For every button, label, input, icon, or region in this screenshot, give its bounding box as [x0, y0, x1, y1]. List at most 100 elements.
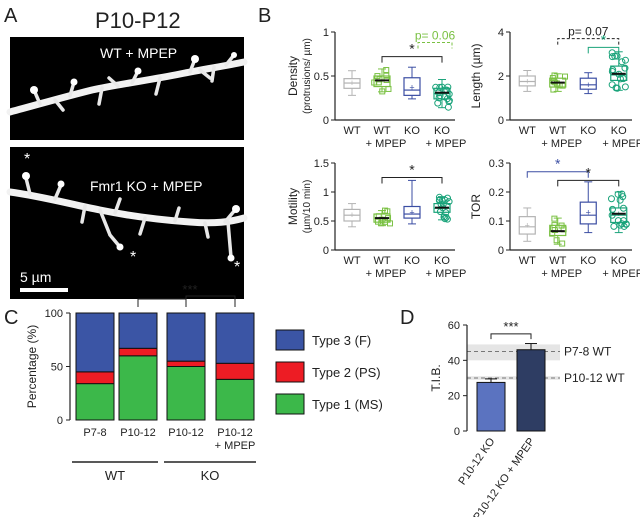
- scale-bar-label: 5 µm: [20, 269, 51, 285]
- pval-density-bracket: [417, 42, 453, 49]
- x-tick-label: WT: [549, 125, 566, 137]
- stacked-bar-segment: [118, 347, 158, 357]
- sig-label: ***: [182, 282, 197, 297]
- pval-length-bracket: [557, 38, 620, 45]
- stacked-bar-segment: [215, 362, 255, 380]
- x-tick-label: WT: [519, 255, 536, 267]
- data-point: [443, 95, 451, 103]
- data-point: [386, 220, 393, 227]
- y-tick-label: 1.5: [314, 158, 329, 170]
- data-point: [382, 207, 389, 214]
- stacked-bar-segment: [75, 383, 115, 421]
- sig-wt-vs-ko-label: *: [555, 156, 561, 172]
- box-iqr: [579, 77, 597, 90]
- y-tick-label: 0: [498, 115, 504, 127]
- data-point: [551, 215, 558, 222]
- micrograph-top: [6, 37, 248, 140]
- y-tick-label: 0: [498, 245, 504, 257]
- sig-wt-mpep-vs-ko-mpep-bracket: [381, 56, 443, 63]
- x-tick-label: WT: [373, 125, 390, 137]
- box-iqr: [403, 205, 421, 219]
- data-point: [443, 215, 451, 223]
- legend-label: Type 1 (MS): [312, 397, 383, 412]
- data-point: [432, 83, 440, 91]
- sig-bracket-right: [185, 295, 236, 307]
- box-mean-marker: +: [586, 207, 591, 217]
- panel-label-b: B: [258, 5, 271, 27]
- y-tick-label: 1: [323, 27, 329, 39]
- sig-wt-mpep-vs-ko-mpep-bracket: [557, 179, 620, 187]
- x-tick-label: P10-12: [120, 427, 155, 439]
- data-point: [559, 240, 566, 247]
- asterisk-3: *: [234, 259, 240, 276]
- y-tick-label: 0.1: [489, 216, 504, 228]
- sig-ko-vs-ko-mpep-bracket: [587, 46, 620, 54]
- panel-a-title: P10-P12: [95, 8, 181, 33]
- x-tick-label: P10-12: [168, 427, 203, 439]
- box-mean-marker: +: [349, 78, 354, 88]
- x-tick-label-sub: + MPEP: [541, 268, 582, 280]
- data-point: [558, 222, 565, 229]
- data-point: [383, 67, 390, 74]
- data-point: [549, 75, 556, 82]
- box-iqr: [579, 201, 597, 225]
- stacked-bar-segment: [215, 312, 255, 364]
- y-axis-label: TOR: [469, 194, 483, 219]
- bar: [476, 381, 506, 432]
- sig-motility-label: *: [409, 162, 415, 178]
- data-point: [621, 83, 629, 91]
- stacked-bar-segment: [215, 378, 255, 421]
- data-point: [550, 86, 557, 93]
- stacked-bar-segment: [118, 312, 158, 349]
- y-tick-label: 0.5: [314, 216, 329, 228]
- legend-swatch: [275, 361, 305, 383]
- data-point: [619, 75, 627, 83]
- sig-bracket: [490, 333, 532, 340]
- top-image-label: WT + MPEP: [100, 45, 177, 61]
- data-point: [608, 81, 616, 89]
- box-mean-marker: +: [525, 77, 530, 87]
- data-point: [621, 56, 629, 64]
- y-axis-label: Density: [286, 56, 300, 96]
- data-point: [618, 220, 626, 228]
- box-mean-marker: +: [586, 80, 591, 90]
- micrograph-bottom: [6, 147, 248, 299]
- y-axis-label-units: (protrusions/ µm): [302, 38, 313, 114]
- y-axis-label: Motility: [286, 188, 300, 225]
- data-point: [444, 103, 452, 111]
- data-point: [608, 53, 616, 61]
- x-tick-label: KO: [611, 255, 627, 267]
- data-point: [621, 64, 629, 72]
- bar: [516, 349, 546, 432]
- asterisk-1: *: [24, 151, 30, 168]
- panel-label-c: C: [4, 307, 18, 329]
- data-point: [445, 198, 453, 206]
- data-point: [371, 79, 378, 86]
- y-axis-label-units: (µm/10 min): [302, 180, 313, 234]
- x-tick-label-sub: + MPEP: [366, 268, 407, 280]
- sig-wt-vs-ko-bracket: [526, 171, 589, 178]
- data-point: [618, 58, 626, 66]
- x-tick-label-sub: + MPEP: [215, 440, 256, 452]
- y-tick-label: 0: [323, 115, 329, 127]
- data-point: [553, 237, 560, 244]
- box-mean-marker: +: [349, 210, 354, 220]
- data-point: [613, 52, 621, 60]
- data-point: [610, 222, 618, 230]
- group-label-ko: KO: [201, 468, 220, 483]
- data-point: [379, 88, 386, 95]
- x-tick-label: WT: [343, 125, 360, 137]
- x-tick-label-sub: + MPEP: [426, 138, 467, 150]
- stacked-bar-segment: [118, 355, 158, 421]
- data-point: [435, 94, 443, 102]
- data-point: [550, 78, 557, 85]
- data-point: [622, 220, 630, 228]
- x-tick-label: WT: [519, 125, 536, 137]
- box-mean-marker: +: [409, 207, 414, 217]
- pval-density-label: p= 0.06: [415, 29, 456, 43]
- y-tick-label: 100: [45, 308, 63, 320]
- x-tick-label: KO: [611, 125, 627, 137]
- data-point: [442, 213, 450, 221]
- data-point: [383, 72, 390, 79]
